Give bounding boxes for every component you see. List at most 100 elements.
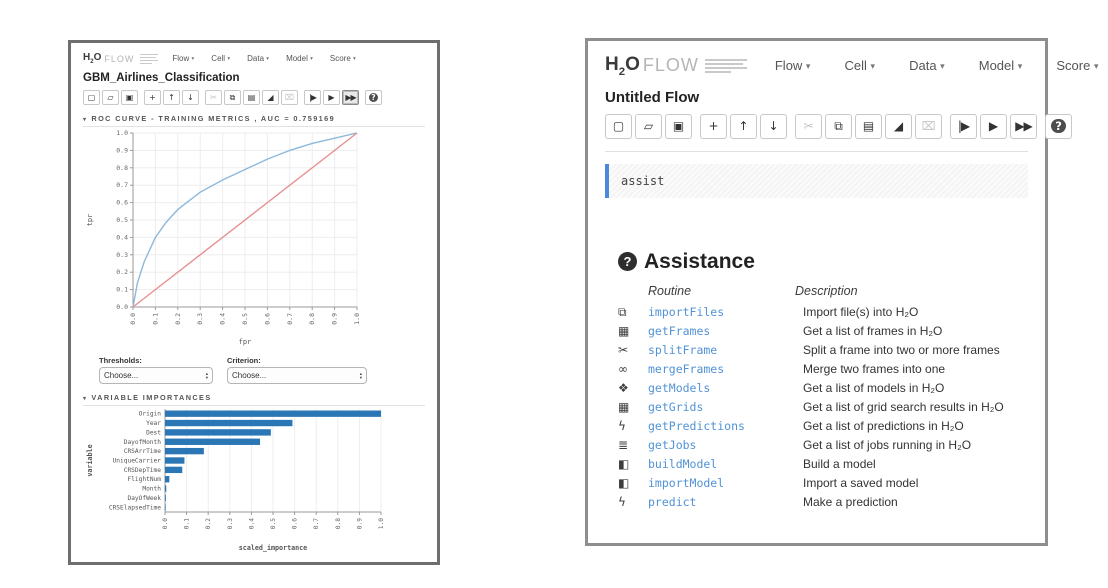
select-stepper-icon: ▴ ▾: [359, 370, 362, 380]
cut-cell-button[interactable]: ✂: [205, 90, 222, 105]
cut-cell-button[interactable]: ✂: [795, 113, 822, 139]
roc-controls: Thresholds: Choose... ▴ ▾ Criterion: Choo…: [99, 356, 425, 384]
routine-link-mergeFrames[interactable]: mergeFrames: [648, 362, 725, 377]
svg-text:DayOfWeek: DayOfWeek: [127, 495, 161, 502]
new-flow-button[interactable]: ▢: [605, 113, 632, 139]
erase-cell-button[interactable]: ◢: [885, 113, 912, 139]
routine-link-splitFrame[interactable]: splitFrame: [648, 343, 718, 358]
svg-text:FlightNum: FlightNum: [127, 476, 161, 483]
svg-text:0.6: 0.6: [292, 518, 299, 529]
paste-cell-icon: ▤: [862, 119, 875, 134]
delete-cell-icon: ⌧: [284, 93, 295, 102]
move-cell-down-button[interactable]: ↓: [182, 90, 199, 105]
bolt-icon: ϟ: [618, 419, 626, 434]
chevron-down-icon: ▾: [940, 61, 945, 72]
insert-cell-button[interactable]: +: [144, 90, 161, 105]
delete-cell-button[interactable]: ⌧: [281, 90, 298, 105]
chevron-down-icon: ▾: [805, 61, 811, 72]
collapse-caret-icon: ▾: [83, 117, 88, 123]
insert-cell-button[interactable]: +: [700, 113, 727, 139]
menu-model[interactable]: Model ▾: [286, 54, 313, 63]
svg-text:0.7: 0.7: [286, 313, 294, 325]
delete-cell-button[interactable]: ⌧: [915, 113, 942, 139]
menu-model[interactable]: Model ▾: [978, 58, 1023, 74]
routine-description: Make a prediction: [803, 495, 898, 510]
menu-bar: Flow ▾ Cell ▾ Data ▾ Model ▾ Score ▾: [172, 54, 355, 63]
insert-cell-icon: +: [708, 119, 719, 134]
app-header: H2O FLOW Flow ▾ Cell ▾ Data ▾ Model ▾ Score …: [83, 52, 425, 65]
thresholds-selected-value: Choose...: [104, 371, 139, 380]
paste-cell-button[interactable]: ▤: [243, 90, 260, 105]
menu-score[interactable]: Score ▾: [329, 54, 356, 63]
routine-link-getFrames[interactable]: getFrames: [648, 324, 711, 339]
roc-section-heading[interactable]: ▾ ROC CURVE - TRAINING METRICS , AUC = 0…: [83, 114, 425, 127]
paste-cell-icon: ▤: [247, 93, 256, 102]
menu-data[interactable]: Data ▾: [909, 58, 945, 74]
svg-text:CRSElapsedTime: CRSElapsedTime: [109, 504, 161, 511]
open-flow-button[interactable]: ▱: [102, 90, 119, 105]
save-flow-button[interactable]: ▣: [665, 113, 692, 139]
svg-text:0.5: 0.5: [270, 518, 277, 529]
insert-cell-icon: +: [149, 93, 156, 102]
move-cell-down-button[interactable]: ↓: [760, 113, 787, 139]
erase-cell-button[interactable]: ◢: [262, 90, 279, 105]
run-all-button[interactable]: ▶▶: [1010, 113, 1037, 139]
save-flow-icon: ▣: [125, 93, 134, 102]
varimp-section-heading[interactable]: ▾ VARIABLE IMPORTANCES: [83, 393, 425, 406]
copy-cell-button[interactable]: ⧉: [224, 90, 241, 105]
cubes-icon: ❖: [618, 381, 629, 396]
run-cell-button[interactable]: ▶: [323, 90, 340, 105]
new-flow-button[interactable]: ▢: [83, 90, 100, 105]
svg-text:0.2: 0.2: [116, 268, 128, 276]
svg-text:CRSDepTime: CRSDepTime: [124, 467, 162, 474]
svg-text:0.6: 0.6: [116, 199, 128, 207]
menu-flow[interactable]: Flow ▾: [774, 58, 811, 74]
help-button[interactable]: ?: [365, 90, 382, 105]
menu-cell[interactable]: Cell ▾: [211, 54, 231, 63]
menu-data[interactable]: Data ▾: [247, 54, 270, 63]
run-step-button[interactable]: |▶: [950, 113, 977, 139]
svg-text:Dest: Dest: [146, 429, 161, 436]
routine-link-importFiles[interactable]: importFiles: [648, 305, 725, 320]
open-flow-icon: ▱: [643, 119, 654, 134]
svg-text:0.1: 0.1: [116, 286, 128, 294]
flow-logo-lines-icon: [140, 53, 159, 64]
thresholds-select[interactable]: Choose... ▴ ▾: [99, 367, 213, 384]
routine-link-getGrids[interactable]: getGrids: [648, 400, 704, 415]
menu-score[interactable]: Score ▾: [1056, 58, 1099, 74]
cut-cell-icon: ✂: [803, 119, 814, 134]
routine-link-getModels[interactable]: getModels: [648, 381, 711, 396]
routine-link-getJobs[interactable]: getJobs: [648, 438, 697, 453]
criterion-select[interactable]: Choose... ▴ ▾: [227, 367, 367, 384]
run-step-button[interactable]: |▶: [304, 90, 321, 105]
open-flow-icon: ▱: [107, 93, 114, 102]
routine-link-buildModel[interactable]: buildModel: [648, 457, 718, 472]
move-cell-up-button[interactable]: ↑: [730, 113, 757, 139]
menu-cell[interactable]: Cell ▾: [844, 58, 876, 74]
routine-link-predict[interactable]: predict: [648, 495, 697, 510]
open-flow-button[interactable]: ▱: [635, 113, 662, 139]
svg-text:variable: variable: [86, 444, 94, 476]
assistance-output: ? Assistance Routine Description ⧉ import…: [605, 250, 1028, 512]
paste-cell-button[interactable]: ▤: [855, 113, 882, 139]
roc-section-title: ROC CURVE - TRAINING METRICS , AUC = 0.7…: [91, 114, 336, 123]
erase-cell-icon: ◢: [893, 119, 904, 134]
routine-link-getPredictions[interactable]: getPredictions: [648, 419, 745, 434]
copy-cell-button[interactable]: ⧉: [825, 113, 852, 139]
criterion-label: Criterion:: [227, 356, 261, 365]
save-flow-button[interactable]: ▣: [121, 90, 138, 105]
routine-link-importModel[interactable]: importModel: [648, 476, 725, 491]
run-all-button[interactable]: ▶▶: [342, 90, 359, 105]
assist-code-cell[interactable]: assist: [605, 163, 1028, 198]
help-circle-icon: ?: [618, 252, 637, 272]
assistance-title: Assistance: [644, 249, 755, 273]
chevron-down-icon: ▾: [1093, 61, 1099, 72]
cube-icon: ◧: [618, 476, 630, 491]
svg-text:tpr: tpr: [86, 214, 94, 227]
new-flow-icon: ▢: [612, 119, 625, 134]
menu-flow[interactable]: Flow ▾: [172, 54, 195, 63]
run-cell-button[interactable]: ▶: [980, 113, 1007, 139]
move-cell-up-button[interactable]: ↑: [163, 90, 180, 105]
svg-text:CRSArrTime: CRSArrTime: [124, 448, 162, 455]
help-button[interactable]: ?: [1045, 113, 1072, 139]
